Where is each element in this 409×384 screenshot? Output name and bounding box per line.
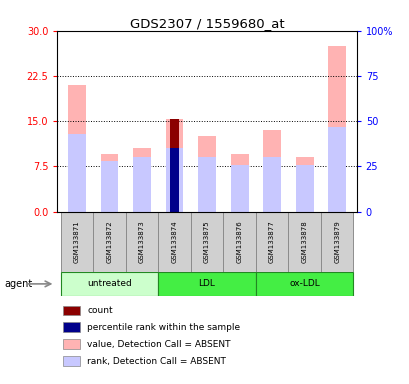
Text: GSM133877: GSM133877 — [268, 220, 274, 263]
Text: GSM133874: GSM133874 — [171, 220, 177, 263]
Bar — [61, 272, 158, 296]
Bar — [223, 212, 255, 272]
Bar — [328, 127, 345, 212]
Text: GSM133873: GSM133873 — [139, 220, 145, 263]
Bar — [288, 212, 320, 272]
Bar — [230, 164, 248, 212]
Bar — [63, 356, 80, 366]
Text: agent: agent — [4, 279, 32, 289]
Bar — [63, 323, 80, 332]
Text: percentile rank within the sample: percentile rank within the sample — [87, 323, 240, 332]
Bar — [61, 212, 93, 272]
Text: ox-LDL: ox-LDL — [289, 280, 319, 288]
Bar — [63, 339, 80, 349]
Text: untreated: untreated — [87, 280, 132, 288]
Text: count: count — [87, 306, 113, 315]
Text: GSM133878: GSM133878 — [301, 220, 307, 263]
Bar — [255, 272, 353, 296]
Bar — [68, 134, 85, 212]
Bar — [63, 306, 80, 315]
Text: LDL: LDL — [198, 280, 215, 288]
Bar — [230, 154, 248, 212]
Bar — [158, 212, 190, 272]
Bar — [133, 157, 151, 212]
Bar — [133, 148, 151, 212]
Bar — [198, 157, 216, 212]
Text: GSM133871: GSM133871 — [74, 220, 80, 263]
Bar — [165, 119, 183, 212]
Bar — [100, 154, 118, 212]
Bar — [190, 212, 223, 272]
Text: value, Detection Call = ABSENT: value, Detection Call = ABSENT — [87, 340, 230, 349]
Bar — [320, 212, 353, 272]
Bar — [170, 119, 179, 212]
Bar — [328, 46, 345, 212]
Bar — [263, 157, 281, 212]
Bar — [198, 136, 216, 212]
Bar — [158, 272, 255, 296]
Bar — [165, 148, 183, 212]
Bar — [170, 148, 179, 212]
Bar — [93, 212, 126, 272]
Bar — [126, 212, 158, 272]
Text: GSM133879: GSM133879 — [333, 220, 339, 263]
Bar — [68, 85, 85, 212]
Bar — [100, 161, 118, 212]
Text: rank, Detection Call = ABSENT: rank, Detection Call = ABSENT — [87, 357, 226, 366]
Text: GSM133875: GSM133875 — [204, 220, 209, 263]
Bar — [263, 130, 281, 212]
Bar — [295, 157, 313, 212]
Text: GSM133876: GSM133876 — [236, 220, 242, 263]
Bar — [255, 212, 288, 272]
Text: GSM133872: GSM133872 — [106, 220, 112, 263]
Bar — [295, 164, 313, 212]
Title: GDS2307 / 1559680_at: GDS2307 / 1559680_at — [129, 17, 284, 30]
